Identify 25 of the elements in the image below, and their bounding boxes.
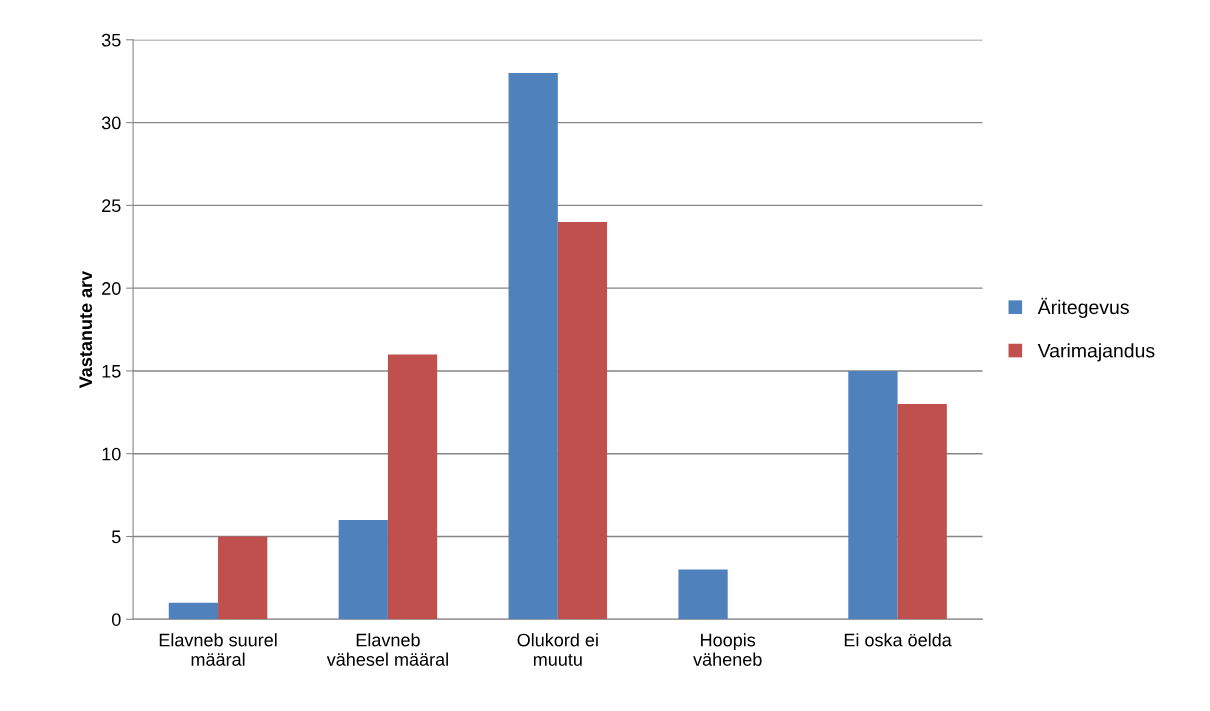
bar <box>848 370 898 620</box>
bar <box>218 536 268 620</box>
x-tick-label: Ei oska öelda <box>844 633 952 647</box>
y-tick-label: 5 <box>111 530 121 544</box>
x-tick-label: Olukord ei muutu <box>517 633 598 666</box>
bar <box>387 354 438 620</box>
bar <box>168 602 219 620</box>
bar <box>557 221 608 620</box>
bar <box>897 404 947 620</box>
legend-label: Varimajandus <box>1037 343 1155 362</box>
y-tick-label: 15 <box>102 365 121 378</box>
x-tick-label: Hoopis väheneb <box>693 633 762 666</box>
x-tick-label: Elavneb vähesel määral <box>326 633 448 666</box>
y-tick-label: 20 <box>102 282 121 295</box>
y-tick-label: 0 <box>111 613 121 626</box>
y-tick-label: 30 <box>101 116 121 130</box>
legend-label: Äritegevus <box>1037 297 1129 318</box>
y-axis-title: Vastanute arv <box>79 270 93 389</box>
y-tick-label: 25 <box>102 199 121 213</box>
x-tick-label: Elavneb suurel määral <box>159 633 277 666</box>
bar <box>678 569 728 620</box>
y-tick-label: 35 <box>101 33 121 47</box>
y-tick-label: 10 <box>102 447 121 461</box>
bar <box>338 519 388 620</box>
bar <box>508 72 558 620</box>
